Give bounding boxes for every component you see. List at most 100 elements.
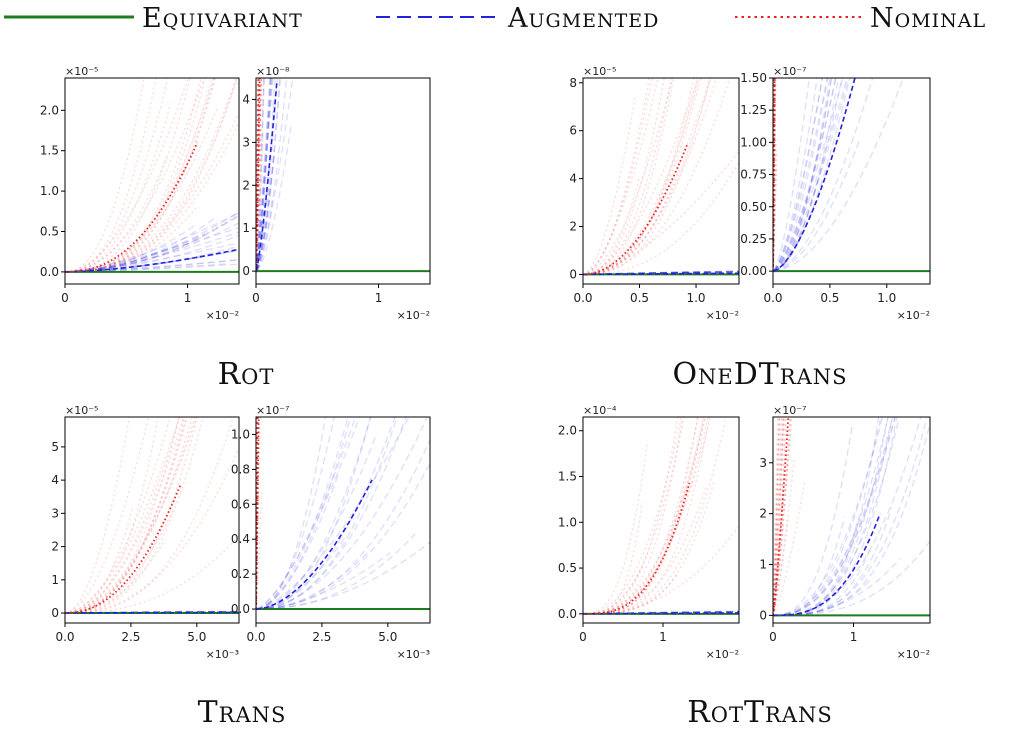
x-tick-label: 0: [769, 630, 777, 644]
augmented-trajectory: [65, 231, 239, 273]
augmented-trajectory: [256, 417, 352, 610]
y-tick-label: 0.4: [231, 532, 250, 546]
nominal-mean-line: [773, 417, 790, 616]
caption-onedtrans: OneDTrans: [672, 357, 847, 392]
y-multiplier: ×10⁻⁷: [773, 404, 806, 417]
augmented-trajectory: [256, 78, 282, 272]
nominal-trajectory: [256, 417, 260, 610]
axes-trans-1: 0 1 2 3 4 5 0.0 2.5 5.0 ×10⁻⁵ ×10⁻³: [51, 404, 240, 661]
nominal-trajectory: [65, 80, 212, 273]
augmented-trajectory: [256, 438, 430, 610]
nominal-trajectory: [583, 565, 643, 615]
nominal-trajectory: [65, 78, 206, 273]
augmented-trajectory: [773, 417, 896, 617]
augmented-trajectory: [256, 533, 416, 610]
augmented-trajectory: [773, 78, 874, 272]
axes-frame: [255, 416, 431, 624]
y-multiplier: ×10⁻⁷: [256, 404, 289, 417]
panels: 0.0 0.5 1.0 1.5 2.0 0 1 ×10⁻⁵ ×10⁻² 0 1 2 3 4 0 1 ×10⁻⁸ ×…: [40, 65, 931, 661]
augmented-trajectory: [65, 234, 239, 273]
augmented-trajectory: [773, 78, 828, 272]
legend-nominal-label: Nominal: [870, 3, 986, 34]
nominal-trajectory: [583, 78, 731, 276]
y-tick-label: 1.50: [740, 71, 767, 85]
axes-frame: [582, 416, 740, 624]
y-tick-label: 0.0: [40, 265, 59, 279]
plot-area: [583, 78, 739, 276]
augmented-trajectory: [773, 78, 837, 272]
nominal-mean-line: [256, 78, 261, 272]
nominal-trajectory: [65, 78, 215, 273]
nominal-trajectory: [773, 417, 785, 616]
nominal-trajectory: [256, 78, 262, 272]
plot-area: [256, 417, 430, 611]
nominal-trajectory: [583, 78, 674, 276]
nominal-mean-line: [65, 483, 182, 614]
nominal-trajectory: [583, 167, 681, 276]
y-tick-label: 1.00: [740, 135, 767, 149]
nominal-trajectory: [583, 78, 699, 276]
y-tick-label: 0.50: [740, 200, 767, 214]
augmented-trajectory: [773, 137, 862, 272]
plot-area: [773, 78, 930, 273]
y-tick-label: 0.25: [740, 232, 767, 246]
nominal-trajectory: [65, 78, 145, 273]
nominal-trajectory: [256, 417, 262, 610]
augmented-trajectory: [773, 78, 837, 272]
augmented-trajectory: [256, 78, 271, 272]
augmented-trajectory: [256, 149, 276, 272]
augmented-trajectory: [773, 417, 900, 617]
legend: Equivariant Augmented Nominal: [4, 3, 986, 34]
nominal-trajectory: [65, 78, 238, 273]
augmented-trajectory: [65, 242, 239, 273]
augmented-trajectory: [256, 417, 407, 610]
nominal-trajectory: [65, 506, 134, 614]
y-tick-label: 2: [242, 178, 250, 192]
nominal-trajectory: [773, 78, 776, 272]
augmented-trajectory: [256, 126, 292, 272]
nominal-trajectory: [583, 417, 706, 615]
augmented-trajectory: [256, 78, 265, 272]
augmented-trajectory: [65, 215, 239, 273]
nominal-trajectory: [65, 534, 239, 614]
x-tick-label: 1.0: [686, 291, 705, 305]
augmented-trajectory: [773, 78, 905, 272]
nominal-trajectory: [65, 121, 239, 273]
y-tick-label: 2.0: [40, 103, 59, 117]
nominal-trajectory: [773, 417, 787, 616]
nominal-trajectory: [583, 78, 695, 276]
nominal-trajectory: [773, 526, 784, 616]
augmented-trajectory: [65, 259, 239, 273]
augmented-mean-line: [773, 78, 856, 272]
nominal-trajectory: [583, 441, 649, 615]
y-tick-label: 2: [51, 540, 59, 554]
x-tick-label: 1.0: [877, 291, 896, 305]
nominal-trajectory: [773, 417, 780, 616]
nominal-trajectory: [583, 78, 700, 276]
augmented-trajectory: [773, 426, 853, 617]
nominal-trajectory: [65, 446, 239, 614]
x-tick-label: 1: [375, 291, 383, 305]
y-tick-label: 0.5: [558, 561, 577, 575]
nominal-trajectory: [256, 417, 258, 610]
x-multiplier: ×10⁻²: [206, 309, 239, 322]
nominal-trajectory: [65, 417, 181, 614]
x-multiplier: ×10⁻²: [706, 309, 739, 322]
augmented-trajectory: [256, 417, 335, 610]
nominal-trajectory: [65, 105, 219, 273]
y-tick-label: 4: [569, 172, 577, 186]
augmented-trajectory: [773, 78, 829, 272]
nominal-trajectory: [583, 78, 665, 276]
nominal-trajectory: [583, 95, 636, 276]
augmented-trajectory: [256, 78, 288, 272]
nominal-trajectory: [65, 212, 239, 273]
nominal-trajectory: [583, 78, 699, 276]
nominal-trajectory: [773, 417, 784, 616]
x-tick-label: 1: [659, 630, 667, 644]
nominal-trajectory: [773, 150, 778, 272]
x-multiplier: ×10⁻²: [706, 648, 739, 661]
y-tick-label: 1.0: [40, 184, 59, 198]
nominal-trajectory: [773, 417, 781, 616]
augmented-mean-line: [65, 248, 239, 273]
